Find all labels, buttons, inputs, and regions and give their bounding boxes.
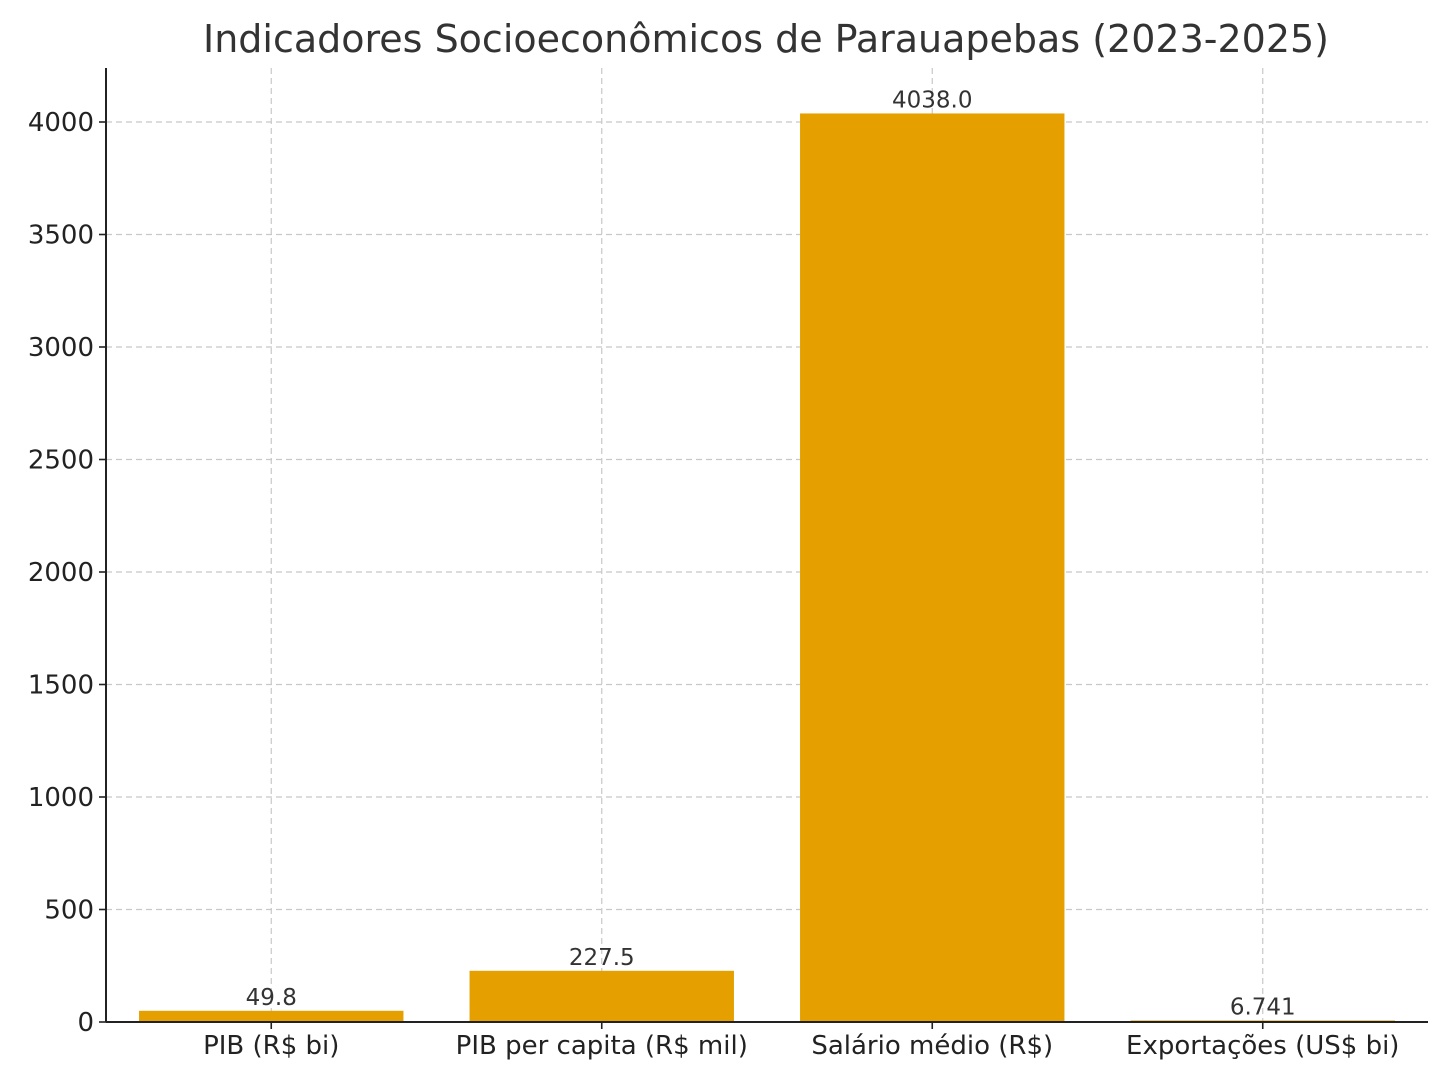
bar [139,1010,404,1022]
bar-value-label: 227.5 [569,945,635,971]
axes [105,68,1428,1023]
y-tick-label: 3000 [28,333,94,363]
x-tick-label: Salário médio (R$) [811,1031,1053,1061]
grid-lines [106,68,1428,1023]
y-tick-label: 1000 [28,783,94,813]
y-tick-label: 2000 [28,558,94,588]
bar-value-label: 6.741 [1230,994,1296,1020]
x-tick-label: PIB (R$ bi) [203,1031,339,1061]
bars [139,113,1395,1022]
chart-title: Indicadores Socioeconômicos de Parauapeb… [203,17,1329,61]
x-tick-labels: PIB (R$ bi) PIB per capita (R$ mil) Salári… [203,1022,1399,1061]
bar-value-label: 4038.0 [892,87,972,113]
bar [469,970,734,1022]
data-labels: 49.8 227.5 4038.0 6.741 [246,87,1296,1020]
bar-value-label: 49.8 [246,985,297,1011]
x-tick-label: Exportações (US$ bi) [1126,1031,1399,1061]
y-tick-label: 3500 [28,221,94,251]
y-tick-label: 2500 [28,446,94,476]
y-tick-label: 1500 [28,671,94,701]
y-tick-label: 4000 [28,108,94,138]
x-tick-label: PIB per capita (R$ mil) [456,1031,748,1061]
bar [800,113,1065,1022]
y-tick-label: 0 [77,1008,94,1038]
y-tick-labels: 0 500 1000 1500 2000 2500 3000 3500 4000 [28,108,106,1038]
y-tick-label: 500 [44,896,94,926]
